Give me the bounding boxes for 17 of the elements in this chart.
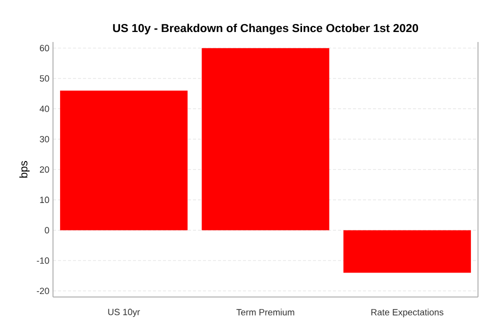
y-axis-title: bps (19, 161, 30, 178)
y-tick-label: 50 (40, 75, 50, 82)
x-tick-label: Term Premium (236, 308, 294, 316)
bar (343, 230, 471, 273)
x-tick-label: US 10yr (108, 308, 140, 317)
bar (202, 48, 330, 230)
bar (60, 90, 188, 230)
y-tick-label: 20 (40, 166, 50, 173)
y-tick-label: 60 (40, 44, 50, 52)
y-tick-label: 0 (44, 227, 50, 234)
y-tick-label: 10 (40, 196, 50, 204)
y-tick-label: 40 (40, 106, 50, 112)
x-tick-label: Rate Expectations (371, 308, 444, 318)
chart-title: US 10y - Breakdown of Changes Since October 1st 2020 (113, 24, 418, 34)
y-tick-label: -20 (36, 288, 50, 294)
y-tick-label: 30 (40, 136, 50, 142)
y-tick-label: -10 (36, 257, 50, 264)
